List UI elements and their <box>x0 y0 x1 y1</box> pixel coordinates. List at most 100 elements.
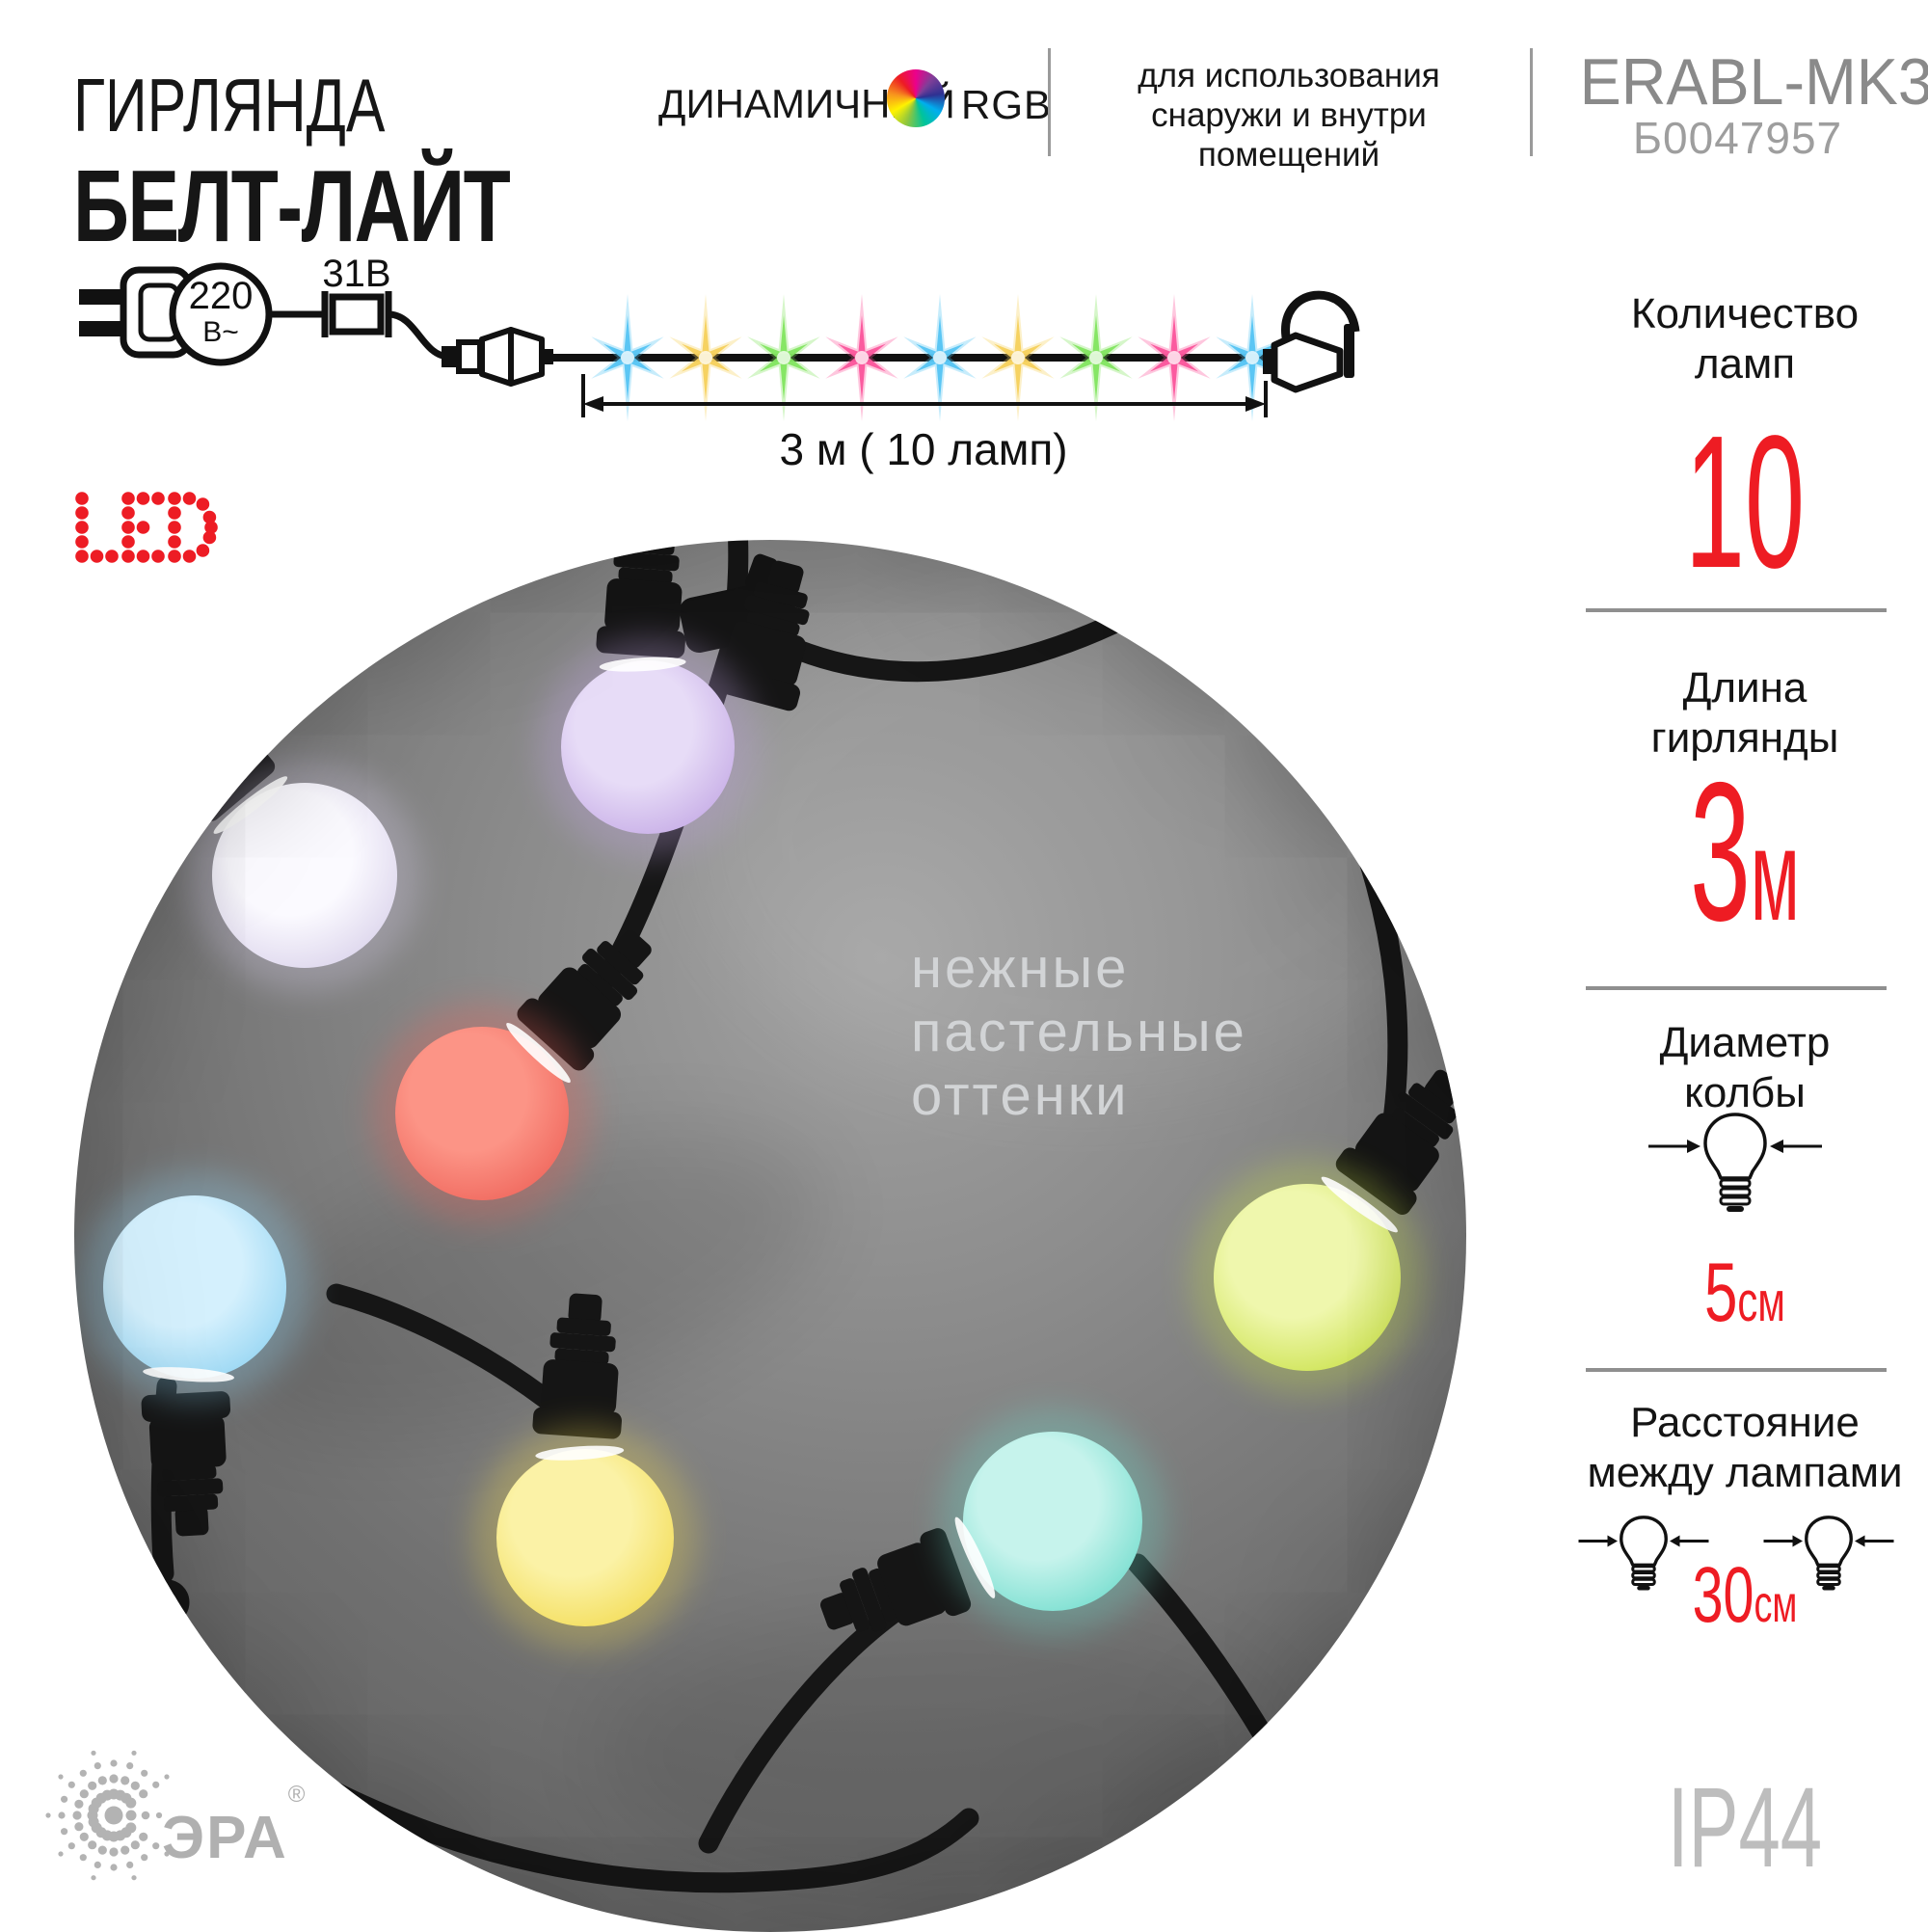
era-dot <box>79 1832 89 1841</box>
led-dot <box>168 550 181 563</box>
socket-white <box>143 679 276 821</box>
era-dot <box>94 1762 101 1770</box>
end-cap-icon <box>1263 290 1360 393</box>
era-dot <box>58 1811 66 1819</box>
era-dot <box>74 1822 84 1832</box>
era-dot <box>67 1842 75 1850</box>
spec-value-unit: см <box>1754 1575 1798 1633</box>
bulb-green <box>1214 1184 1401 1371</box>
socket-purple <box>596 540 685 658</box>
era-dot <box>91 1750 96 1756</box>
rgb-label: RGB <box>961 82 1053 127</box>
spec-divider-1 <box>1586 608 1887 612</box>
era-dot <box>110 1759 118 1767</box>
garland-star <box>669 294 742 421</box>
bulb-collar-highlight <box>506 1022 571 1084</box>
era-dot <box>126 1762 134 1770</box>
era-dot <box>109 1774 119 1784</box>
era-dot <box>139 1832 148 1841</box>
spec-value-number: 3 <box>1690 741 1751 962</box>
socket-green <box>1335 1069 1463 1216</box>
era-dot <box>79 1789 89 1799</box>
spec-label-line: гирлянды <box>1650 714 1839 762</box>
bulb-white <box>212 783 397 968</box>
bulb-purple <box>561 660 735 834</box>
era-dot <box>72 1811 82 1820</box>
era-dot <box>88 1840 97 1850</box>
socket-yellow <box>532 1293 622 1439</box>
rgb-color-wheel-icon <box>887 69 945 127</box>
model-number: ERABL-MK3 <box>1579 45 1928 119</box>
era-dot <box>120 1776 130 1785</box>
garland-star <box>825 294 898 421</box>
led-dot <box>136 492 150 505</box>
led-dot <box>168 506 181 520</box>
spec-length-value: 3м <box>1645 738 1846 966</box>
led-dot <box>168 535 181 549</box>
t-junction-connector <box>679 551 1275 654</box>
led-dot <box>136 521 150 534</box>
era-dot <box>110 1864 118 1871</box>
era-dot <box>125 1797 137 1809</box>
spec-value-unit: м <box>1750 802 1800 948</box>
wiring-diagram: 220 В~ 31В 3 м ( 10 ламп) <box>79 253 1360 474</box>
empty-socket <box>1174 540 1300 668</box>
era-dot <box>130 1781 140 1790</box>
era-dot <box>88 1781 97 1790</box>
era-dot <box>139 1789 148 1799</box>
led-badge-icon <box>75 492 218 563</box>
spec-distance-value: 30см <box>1617 1550 1873 1641</box>
empty-socket <box>710 560 810 711</box>
bulb-collar-highlight <box>213 776 288 834</box>
spec-value-number: 5 <box>1703 1247 1738 1339</box>
transformer-icon: 31В <box>321 253 392 337</box>
length-dimension: 3 м ( 10 ламп) <box>581 374 1268 474</box>
brand-label: ЭРА <box>162 1805 288 1871</box>
led-dot <box>75 521 89 534</box>
caption-line-2: пастельные <box>911 1001 1247 1063</box>
spec-label-line: Расстояние <box>1630 1399 1860 1446</box>
bulb-teal <box>963 1432 1142 1611</box>
led-dot <box>204 521 218 534</box>
era-dot <box>58 1851 64 1857</box>
header-divider-1 <box>1048 48 1051 156</box>
bulb-yellow <box>496 1449 674 1626</box>
era-dot <box>61 1795 68 1803</box>
led-dot <box>75 535 89 549</box>
caption-line-1: нежные <box>911 937 1130 1000</box>
product-type-title: ГИРЛЯНДА <box>73 63 386 148</box>
garland-star <box>1216 294 1289 421</box>
spec-value-unit: см <box>1737 1271 1786 1333</box>
spec-divider-3 <box>1586 1368 1887 1372</box>
spec-label-line: Количество <box>1630 290 1860 337</box>
era-dot <box>97 1845 107 1855</box>
era-dot <box>141 1769 148 1777</box>
era-dot <box>152 1781 160 1788</box>
header-divider-2 <box>1530 48 1533 156</box>
bulb-collar-highlight <box>143 1367 234 1382</box>
bulb-blue <box>103 1195 286 1379</box>
era-dot <box>125 1810 137 1821</box>
era-dot <box>74 1799 84 1809</box>
ip-rating: IP44 <box>1667 1764 1823 1892</box>
bulb-collar-highlight <box>954 1516 996 1598</box>
spec-diameter-value: 5см <box>1613 1246 1877 1341</box>
era-dot <box>130 1840 140 1850</box>
era-dot <box>120 1845 130 1855</box>
led-dot <box>196 497 210 511</box>
spec-label-line: ламп <box>1694 340 1796 388</box>
spec-distance-label: Расстояние между лампами <box>1562 1398 1928 1498</box>
svg-text:В~: В~ <box>202 316 239 348</box>
socket-teal <box>819 1528 972 1632</box>
era-dot <box>155 1811 163 1819</box>
spec-diameter-label: Диаметр колбы <box>1562 1018 1928 1118</box>
led-dot <box>75 492 89 505</box>
spec-lamp-count-value: 10 <box>1641 393 1850 610</box>
socket-red <box>517 929 652 1071</box>
era-dot <box>164 1774 170 1780</box>
led-dot <box>182 550 197 563</box>
led-dot <box>121 492 135 505</box>
spec-label-line: колбы <box>1684 1069 1806 1116</box>
led-dot <box>121 535 135 549</box>
led-dot <box>182 492 197 505</box>
